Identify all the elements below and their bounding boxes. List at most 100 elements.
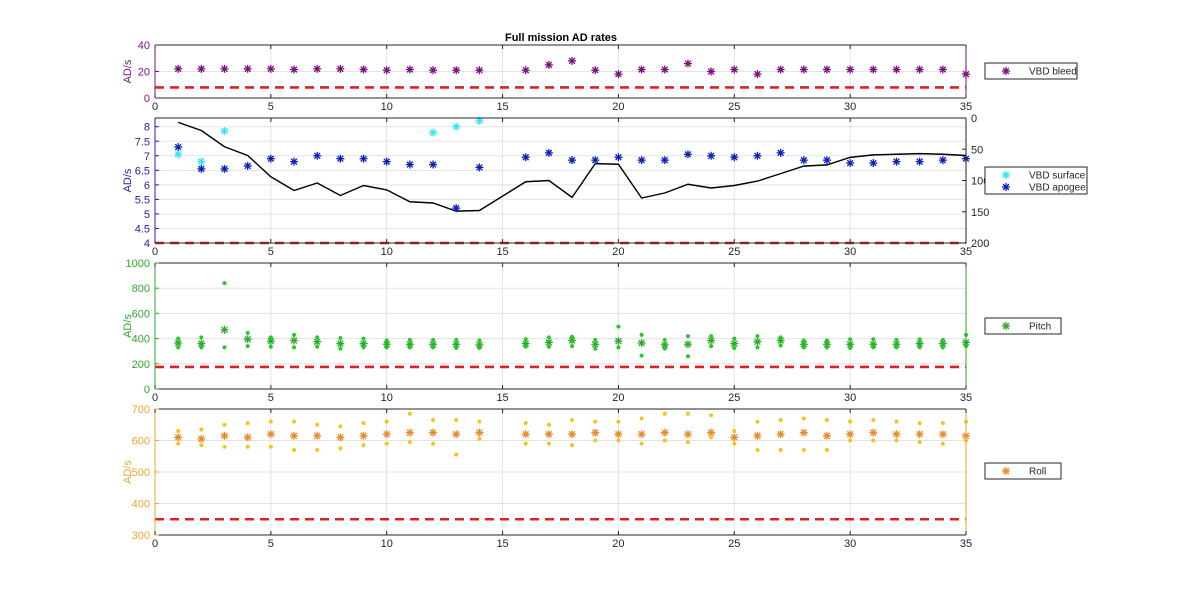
data-point — [871, 418, 876, 423]
data-point — [776, 65, 785, 74]
marker-stroke — [313, 338, 321, 346]
data-point — [822, 431, 831, 440]
marker-stroke — [383, 66, 391, 74]
data-point — [755, 447, 760, 452]
data-point — [871, 438, 876, 443]
data-point — [359, 65, 368, 74]
data-point — [176, 336, 181, 341]
marker-stroke — [476, 66, 483, 74]
marker-stroke — [383, 340, 391, 348]
x-tick-label: 30 — [844, 246, 856, 258]
data-point — [776, 148, 785, 157]
marker-stroke — [916, 66, 923, 73]
data-point — [799, 156, 808, 165]
legend-marker — [1002, 467, 1010, 475]
data-point — [361, 443, 366, 448]
marker-stroke — [452, 66, 460, 74]
data-point — [245, 344, 250, 349]
marker-stroke — [429, 429, 437, 436]
data-point — [568, 56, 577, 65]
marker-stroke — [869, 159, 877, 167]
data-point — [568, 430, 577, 439]
data-point — [938, 156, 947, 165]
data-point — [824, 338, 829, 343]
marker-stroke — [1002, 467, 1010, 475]
y-tick-label: 400 — [132, 499, 150, 511]
data-point — [382, 66, 391, 75]
data-point — [822, 156, 831, 165]
data-point — [429, 128, 438, 137]
marker-stroke — [429, 66, 437, 74]
marker-stroke — [591, 66, 599, 74]
marker-stroke — [198, 435, 205, 443]
data-point — [755, 345, 760, 350]
data-point — [546, 441, 551, 446]
data-point — [683, 430, 692, 439]
y-tick-label: 6.5 — [135, 165, 150, 177]
marker-stroke — [754, 432, 761, 440]
data-point — [315, 447, 320, 452]
marker-stroke — [893, 430, 900, 438]
data-point — [801, 345, 806, 350]
data-point — [869, 428, 878, 437]
series-vbd-apogee — [174, 143, 970, 213]
y-tick-label: 4 — [144, 238, 150, 250]
data-point — [475, 428, 484, 437]
data-point — [382, 157, 391, 166]
data-point — [894, 337, 899, 342]
marker-stroke — [360, 340, 367, 347]
data-point — [544, 60, 553, 69]
legend-marker — [1002, 183, 1010, 191]
data-point — [384, 345, 389, 350]
marker-stroke — [638, 430, 645, 438]
marker-stroke — [823, 340, 831, 348]
data-point — [477, 338, 482, 343]
marker-stroke — [174, 65, 182, 73]
marker-stroke — [568, 156, 576, 164]
data-point — [683, 150, 692, 159]
data-point — [683, 59, 692, 68]
y-tick-label: 8 — [144, 122, 150, 134]
data-point — [405, 65, 414, 74]
marker-stroke — [730, 434, 738, 441]
marker-stroke — [615, 430, 622, 438]
legend-box — [984, 317, 1062, 335]
data-point — [197, 434, 206, 443]
data-point — [475, 163, 484, 172]
marker-stroke — [174, 434, 182, 441]
marker-stroke — [707, 337, 715, 344]
data-point — [429, 160, 438, 169]
marker-stroke — [174, 143, 182, 151]
marker-stroke — [615, 70, 622, 78]
data-point — [523, 344, 528, 349]
marker-stroke — [174, 150, 182, 158]
y-axis-label: AD/s — [122, 314, 134, 338]
data-point — [245, 444, 250, 449]
y-tick-label: 500 — [132, 467, 150, 479]
marker-stroke — [221, 432, 228, 440]
marker-stroke — [244, 65, 252, 73]
data-point — [429, 428, 438, 437]
marker-stroke — [406, 340, 414, 348]
y-tick-label: 5.5 — [135, 194, 150, 206]
data-point — [892, 430, 901, 439]
y-tick-label: 600 — [132, 308, 150, 320]
marker-stroke — [893, 340, 900, 348]
data-point — [315, 335, 320, 340]
marker-stroke — [452, 204, 460, 212]
depth-line — [177, 121, 967, 212]
data-point — [290, 157, 299, 166]
data-point — [917, 440, 922, 445]
data-point — [707, 428, 716, 437]
series-vbd-bleed — [174, 56, 970, 79]
marker-stroke — [707, 429, 715, 436]
x-tick-label: 10 — [381, 392, 393, 404]
marker-stroke — [221, 165, 228, 173]
data-point — [660, 428, 669, 437]
data-point — [245, 421, 250, 426]
legend-label: VBD bleed — [1029, 67, 1077, 78]
data-point — [268, 344, 273, 349]
marker-stroke — [522, 153, 530, 161]
data-point — [892, 65, 901, 74]
